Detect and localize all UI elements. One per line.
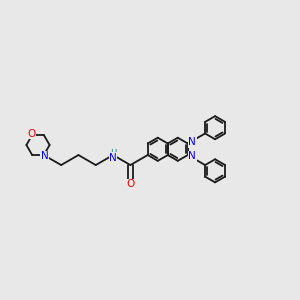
Text: O: O (126, 179, 134, 189)
Text: N: N (188, 151, 196, 161)
Text: H: H (110, 149, 116, 158)
Text: N: N (188, 137, 196, 148)
Text: N: N (41, 151, 49, 161)
Text: N: N (109, 152, 117, 163)
Text: O: O (27, 129, 35, 139)
